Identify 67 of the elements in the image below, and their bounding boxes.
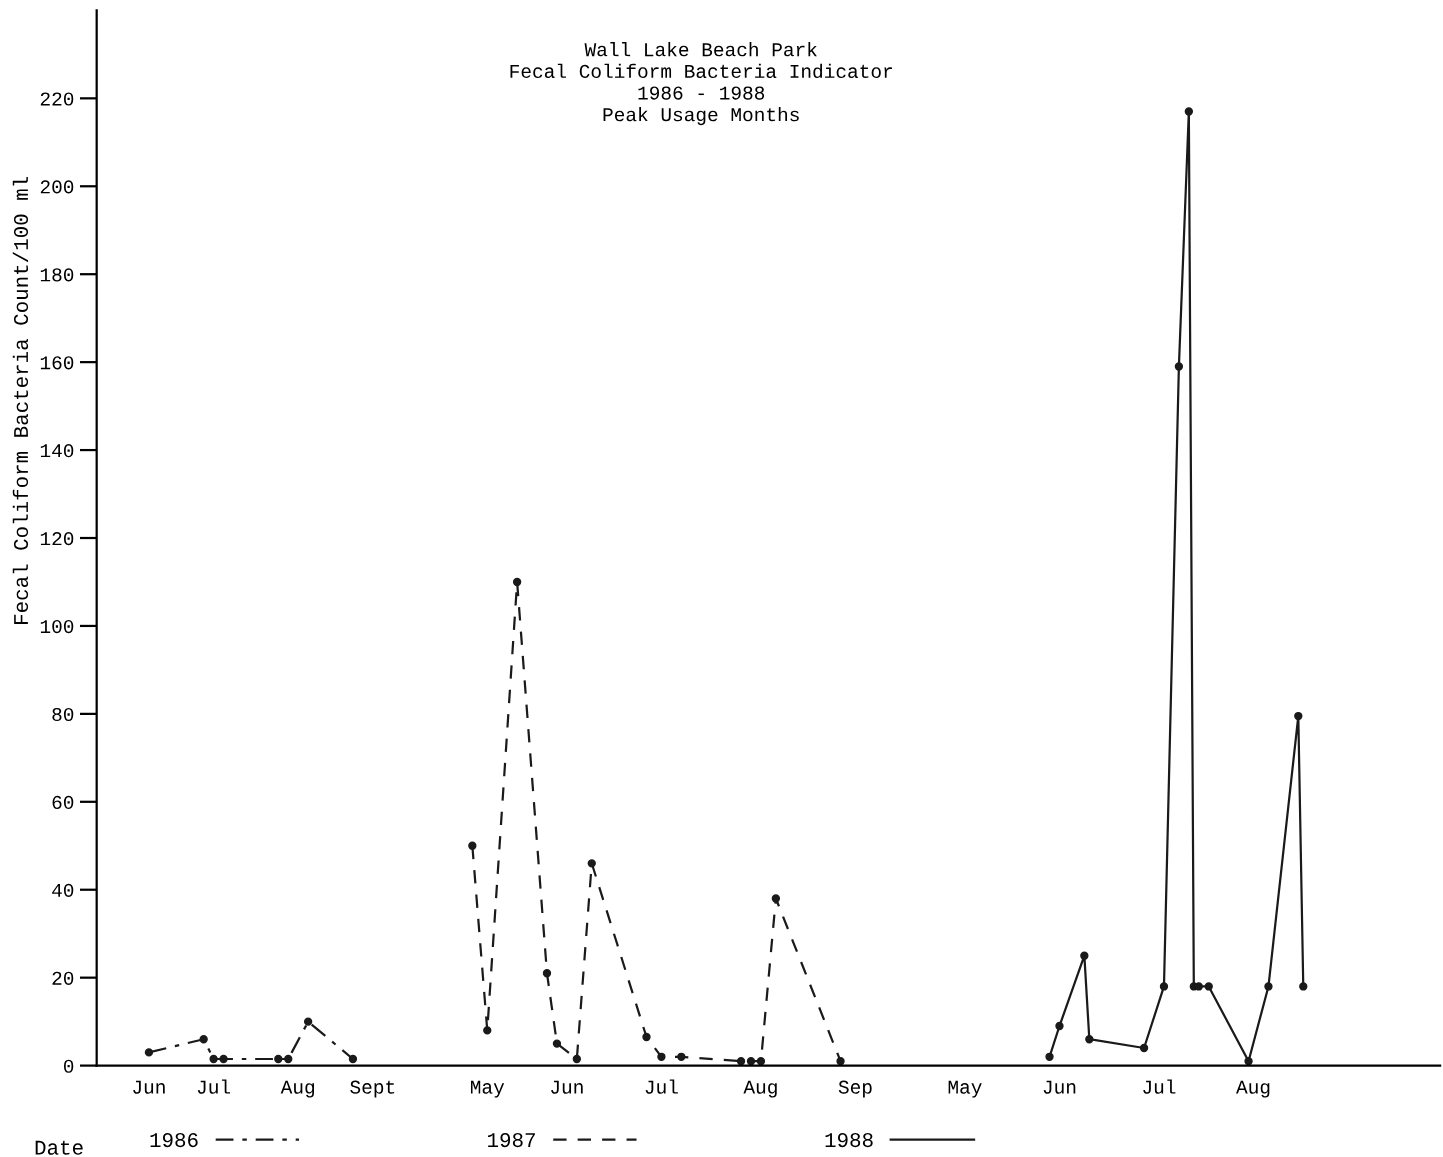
point xyxy=(642,1032,651,1042)
point xyxy=(542,969,552,978)
point xyxy=(348,1054,358,1064)
x-axis-title: Date xyxy=(35,1140,83,1155)
point xyxy=(1264,982,1273,991)
x-tick-label: Sept xyxy=(350,1080,395,1098)
legend-label: 1988 xyxy=(825,1132,873,1148)
point xyxy=(736,1057,746,1066)
point xyxy=(1204,982,1213,991)
y-tick-label: 80 xyxy=(52,707,74,722)
point xyxy=(274,1054,283,1064)
point xyxy=(199,1035,208,1044)
y-tick-label: 180 xyxy=(40,268,74,282)
point xyxy=(756,1057,766,1066)
text: Wall Lake Beach Park Fecal Coliform Bacteria Indicator 1986 - 1988 Peak Usage Months xyxy=(510,42,892,126)
point xyxy=(552,1039,562,1048)
y-tick-label: 60 xyxy=(52,795,74,810)
y-tick-label: 160 xyxy=(40,356,74,370)
y-tick-label: 220 xyxy=(40,92,74,106)
y-tick-label: 120 xyxy=(40,532,74,546)
point xyxy=(303,1017,313,1026)
point xyxy=(1085,1035,1094,1044)
y-tick-label: 0 xyxy=(63,1059,74,1073)
x-tick-label: Sep xyxy=(838,1080,872,1098)
point xyxy=(144,1048,154,1057)
x-tick-label: Aug xyxy=(743,1080,777,1098)
point xyxy=(657,1052,666,1061)
point xyxy=(1159,982,1169,991)
point xyxy=(771,894,781,903)
point xyxy=(1055,1021,1064,1031)
point xyxy=(468,841,477,850)
x-tick-label: Jun xyxy=(133,1080,165,1094)
point xyxy=(1139,1043,1149,1053)
y-tick-label: 20 xyxy=(52,971,74,985)
x-tick-label: May xyxy=(948,1080,982,1098)
point xyxy=(284,1054,293,1064)
x-tick-label: Jun xyxy=(1043,1080,1076,1094)
point xyxy=(587,859,596,868)
point xyxy=(209,1054,218,1064)
point xyxy=(1294,711,1303,721)
legend-label: 1986 xyxy=(150,1132,198,1148)
x-tick-label: Jul xyxy=(645,1079,678,1094)
point xyxy=(746,1057,756,1066)
point xyxy=(1184,107,1194,116)
point xyxy=(677,1052,686,1061)
y-axis-title: Fecal Coliform Bacteria Count/100 ml xyxy=(12,176,29,624)
point xyxy=(836,1057,845,1066)
point xyxy=(1299,982,1308,991)
y-tick-label: 200 xyxy=(40,180,74,194)
x-tick-label: Aug xyxy=(280,1080,315,1098)
point xyxy=(483,1026,492,1035)
y-tick-label: 40 xyxy=(52,883,74,897)
y-tick-label: 140 xyxy=(40,444,74,458)
point xyxy=(1080,951,1089,960)
y-tick-label: 100 xyxy=(40,619,74,634)
point xyxy=(512,577,522,587)
point xyxy=(1045,1052,1054,1061)
point xyxy=(1244,1057,1253,1066)
x-tick-label: May xyxy=(470,1080,505,1098)
legend-label: 1987 xyxy=(488,1132,535,1148)
x-tick-label: Jun xyxy=(551,1080,583,1094)
x-tick-label: Aug xyxy=(1236,1080,1270,1098)
x-tick-label: Jul xyxy=(1143,1079,1176,1094)
point xyxy=(1174,362,1184,371)
point xyxy=(219,1054,228,1064)
x-tick-label: Jul xyxy=(197,1079,231,1094)
point xyxy=(572,1054,582,1064)
